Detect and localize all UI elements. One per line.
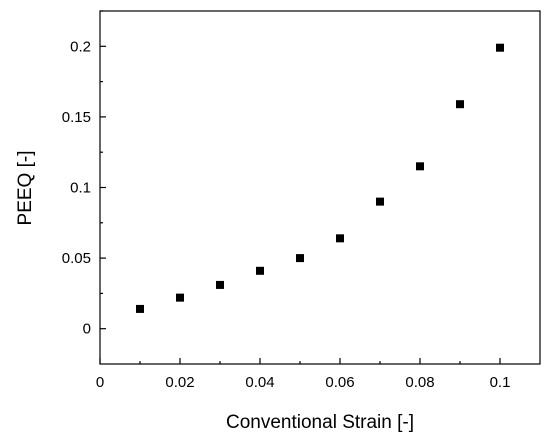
data-point xyxy=(256,266,264,275)
data-point xyxy=(136,304,144,313)
x-axis-title: Conventional Strain [-] xyxy=(226,412,414,433)
y-tick-label: 0.1 xyxy=(70,180,91,197)
data-point xyxy=(336,234,344,243)
y-axis: 0 0.05 0.1 0.15 0.2 xyxy=(62,10,106,338)
data-point xyxy=(176,293,184,302)
y-tick-label: 0 xyxy=(83,321,91,338)
data-point xyxy=(376,197,384,206)
x-tick-label: 0.06 xyxy=(325,374,354,391)
y-tick-label: 0.2 xyxy=(70,38,91,55)
data-point xyxy=(416,162,424,171)
y-tick-label: 0.15 xyxy=(62,109,91,126)
data-point xyxy=(456,100,464,109)
x-tick-label: 0 xyxy=(96,374,104,391)
data-point xyxy=(216,280,224,289)
y-tick-label: 0.05 xyxy=(62,250,91,267)
plot-frame xyxy=(99,10,541,365)
x-tick-label: 0.02 xyxy=(165,374,194,391)
data-points xyxy=(136,43,504,313)
x-tick-label: 0.08 xyxy=(405,374,434,391)
y-axis-title: PEEQ [-] xyxy=(15,151,36,226)
x-axis: 0 0.02 0.04 0.06 0.08 0.1 xyxy=(96,358,511,391)
data-point xyxy=(496,43,504,52)
data-point xyxy=(296,254,304,263)
x-tick-label: 0.04 xyxy=(245,374,274,391)
x-tick-label: 0.1 xyxy=(490,374,511,391)
